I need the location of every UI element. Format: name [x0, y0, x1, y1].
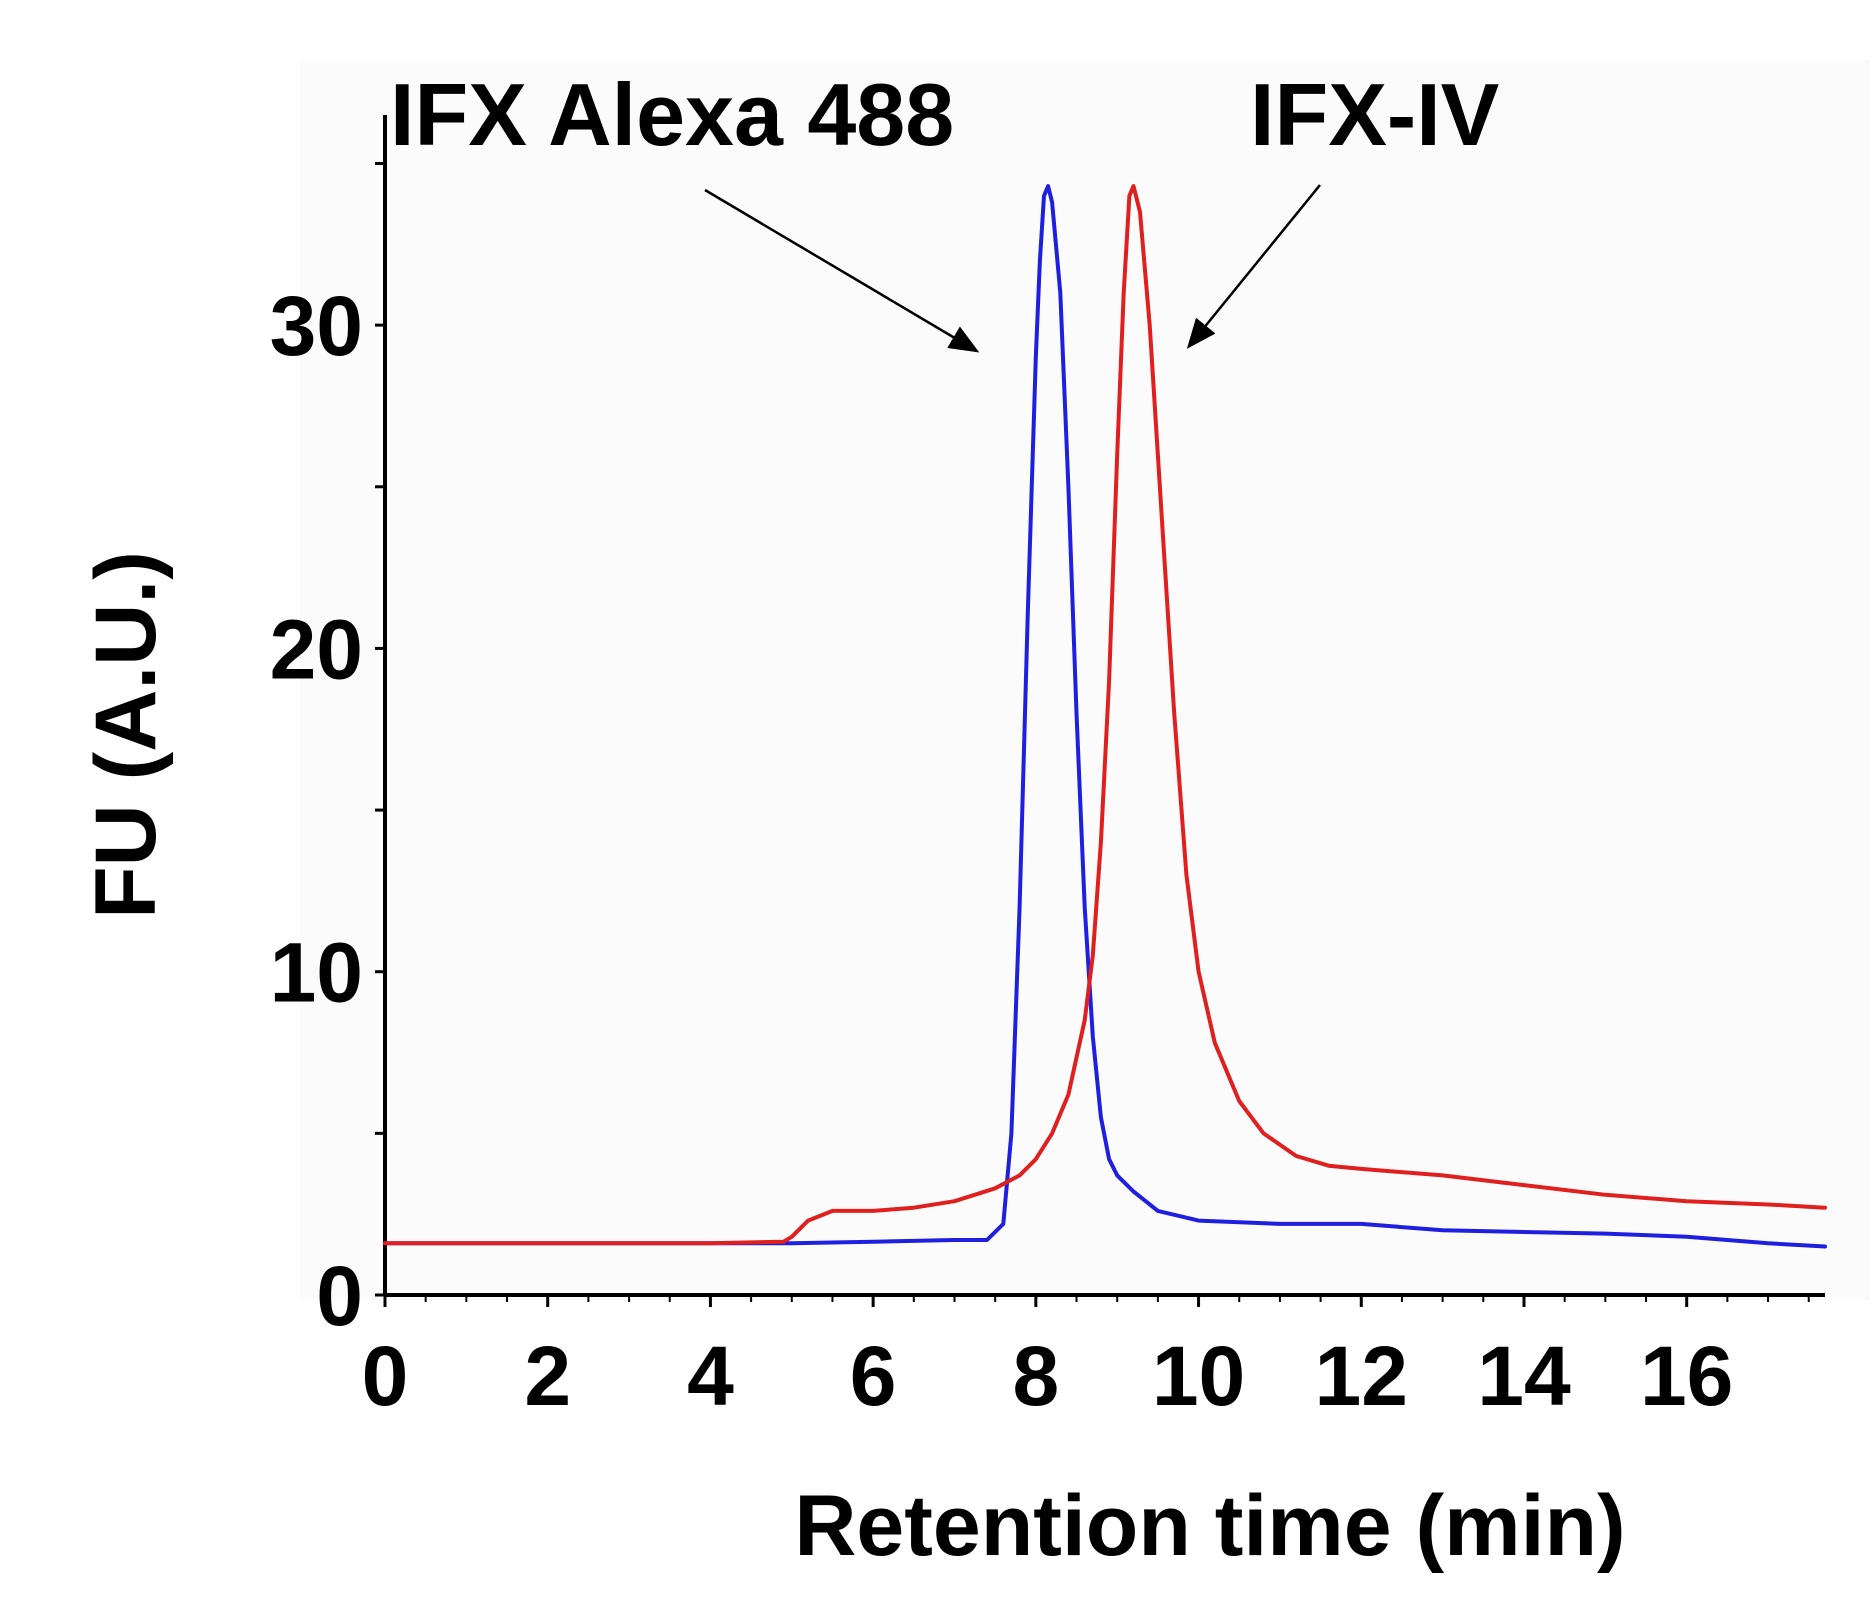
y-tick-label: 30	[270, 279, 363, 373]
x-axis-title: Retention time (min)	[794, 1478, 1625, 1574]
x-tick-label: 14	[1477, 1329, 1571, 1423]
x-tick-label: 2	[524, 1329, 571, 1423]
annotation-ifx-iv: IFX-IV	[1250, 65, 1500, 164]
x-tick-label: 8	[1012, 1329, 1059, 1423]
x-tick-label: 6	[850, 1329, 897, 1423]
series-layer	[383, 184, 1827, 1249]
y-tick-label: 10	[270, 926, 363, 1020]
x-tick-label: 16	[1640, 1329, 1733, 1423]
x-axis: 0 2 4 6 8 10 12 14 16	[362, 1293, 1825, 1423]
annotation-ifx-alexa-488: IFX Alexa 488	[390, 65, 954, 164]
x-tick-label: 4	[687, 1329, 734, 1423]
x-tick-label: 10	[1152, 1329, 1245, 1423]
y-tick-label: 0	[316, 1249, 363, 1343]
series-line-ifx-alexa-488	[383, 184, 1827, 1249]
annotation-arrow-ifx-iv	[1186, 184, 1321, 349]
annotation-arrow-ifx-alexa-488	[704, 188, 980, 353]
series-line-ifx-iv	[383, 184, 1827, 1246]
plot-background	[300, 60, 1870, 1300]
y-tick-label: 20	[270, 602, 363, 696]
y-axis-title: FU (A.U.)	[78, 551, 174, 919]
x-tick-label: 12	[1315, 1329, 1408, 1423]
x-tick-label: 0	[362, 1329, 409, 1423]
y-axis: 0 10 20 30	[270, 115, 387, 1343]
